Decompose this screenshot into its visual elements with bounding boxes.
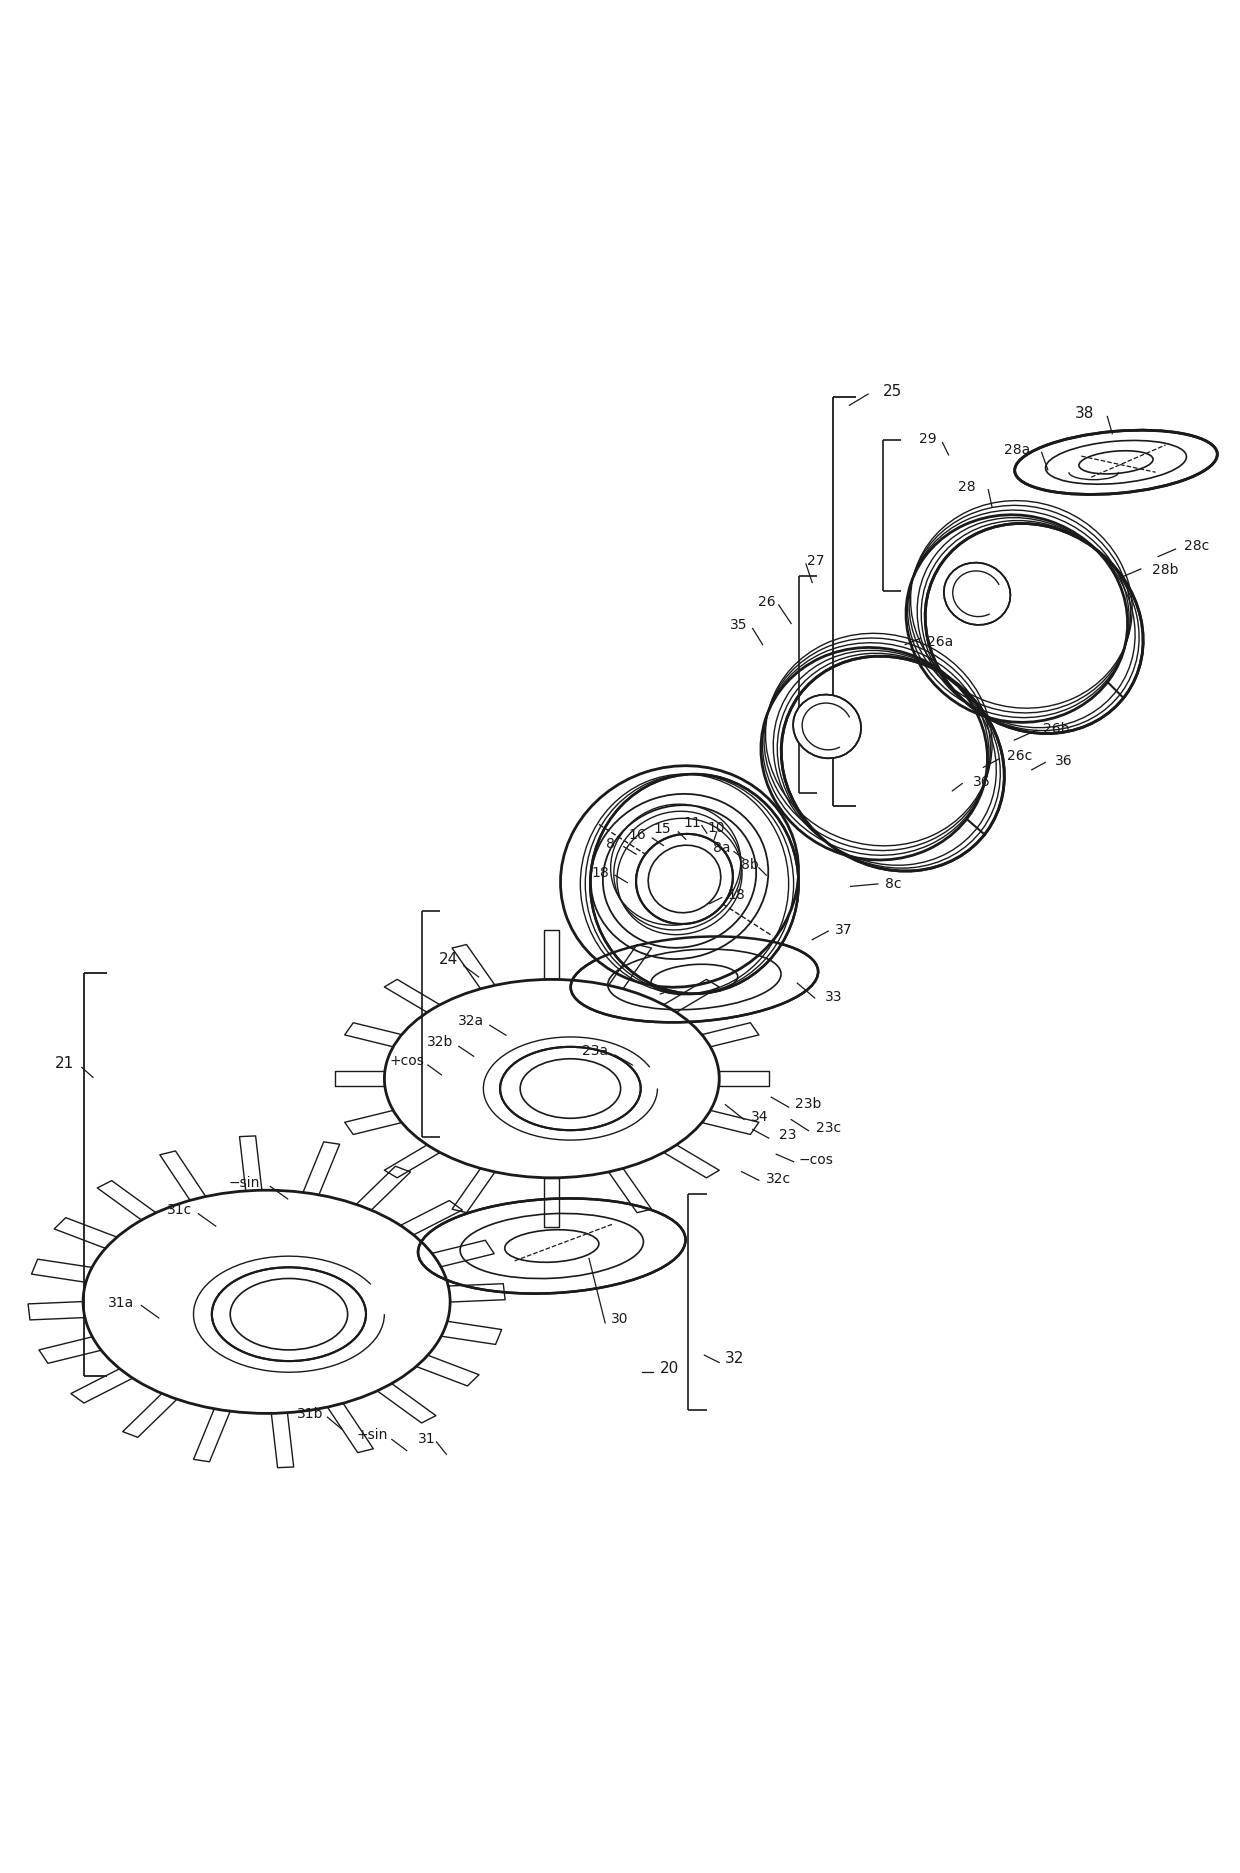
Text: 28: 28 <box>959 479 976 494</box>
Text: 28c: 28c <box>1184 539 1209 553</box>
Text: 32: 32 <box>724 1350 744 1365</box>
Text: 23a: 23a <box>582 1043 609 1058</box>
Text: 29: 29 <box>919 431 936 446</box>
Text: 28a: 28a <box>1003 442 1030 457</box>
Text: 37: 37 <box>835 922 852 936</box>
Text: 23c: 23c <box>816 1120 841 1135</box>
Text: 31c: 31c <box>167 1202 192 1216</box>
Text: 18: 18 <box>591 865 609 878</box>
Text: 26b: 26b <box>1043 721 1070 736</box>
Text: 26: 26 <box>758 596 775 609</box>
Text: 36: 36 <box>973 775 991 789</box>
Text: 32b: 32b <box>427 1036 454 1049</box>
Text: 31a: 31a <box>108 1294 135 1309</box>
Text: 36: 36 <box>1055 753 1073 768</box>
Text: 20: 20 <box>660 1360 680 1375</box>
Ellipse shape <box>781 657 1004 871</box>
Ellipse shape <box>794 695 861 759</box>
Text: 8a: 8a <box>713 841 730 854</box>
Text: +sin: +sin <box>356 1427 388 1442</box>
Text: 8b: 8b <box>742 858 759 871</box>
Text: 35: 35 <box>730 618 748 631</box>
Text: −cos: −cos <box>799 1152 833 1167</box>
Ellipse shape <box>83 1191 450 1414</box>
Ellipse shape <box>590 775 799 995</box>
Ellipse shape <box>570 936 818 1023</box>
Ellipse shape <box>212 1268 366 1362</box>
Ellipse shape <box>944 564 1011 626</box>
Ellipse shape <box>1014 431 1218 494</box>
Text: 8: 8 <box>605 837 615 850</box>
Text: 11: 11 <box>683 815 701 830</box>
Text: +cos: +cos <box>389 1053 424 1068</box>
Ellipse shape <box>906 515 1127 723</box>
Ellipse shape <box>560 766 799 987</box>
Text: 26a: 26a <box>926 635 954 648</box>
Text: 15: 15 <box>653 822 671 835</box>
Text: 16: 16 <box>629 828 646 841</box>
Text: 26c: 26c <box>1007 749 1032 762</box>
Text: −sin: −sin <box>228 1174 260 1189</box>
Text: 38: 38 <box>1075 406 1095 421</box>
Text: 27: 27 <box>807 554 825 568</box>
Text: 33: 33 <box>825 989 842 1002</box>
Ellipse shape <box>761 648 987 860</box>
Text: 30: 30 <box>611 1311 629 1326</box>
Text: 10: 10 <box>708 820 725 835</box>
Text: 23b: 23b <box>795 1098 822 1111</box>
Text: 23: 23 <box>779 1128 796 1143</box>
Ellipse shape <box>418 1199 686 1294</box>
Ellipse shape <box>384 980 719 1178</box>
Text: 24: 24 <box>439 951 459 966</box>
Text: 28b: 28b <box>1152 562 1179 577</box>
Ellipse shape <box>636 835 733 925</box>
Text: 18: 18 <box>728 888 745 901</box>
Text: 21: 21 <box>55 1054 74 1069</box>
Text: 31b: 31b <box>296 1407 324 1420</box>
Ellipse shape <box>925 524 1143 734</box>
Text: 34: 34 <box>751 1109 769 1124</box>
Text: 32a: 32a <box>458 1013 485 1028</box>
Text: 25: 25 <box>883 384 903 399</box>
Text: 32c: 32c <box>766 1171 791 1186</box>
Text: 31: 31 <box>418 1431 435 1446</box>
Text: 8c: 8c <box>884 877 901 890</box>
Ellipse shape <box>500 1047 641 1131</box>
